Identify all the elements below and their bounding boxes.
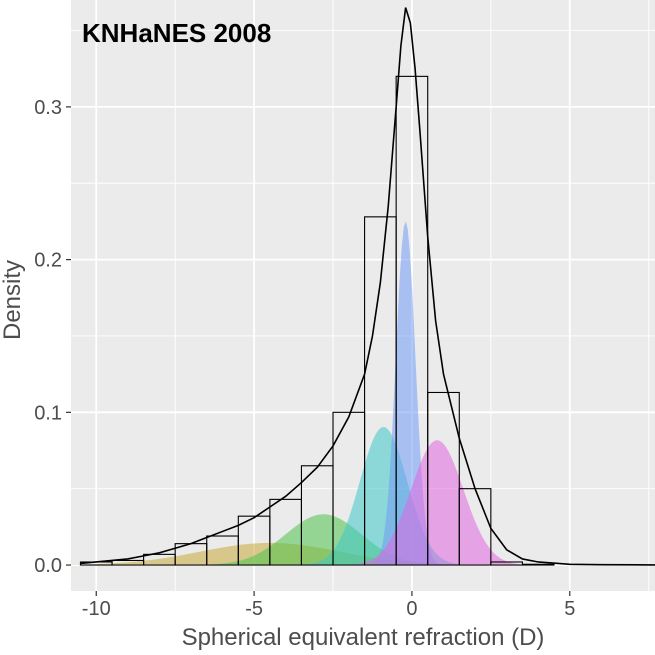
histogram-bar [427, 391, 460, 566]
y-tick-label: 0.2 [34, 250, 62, 272]
y-tick-label: 0.3 [34, 97, 62, 119]
mixture-component-area [71, 542, 655, 566]
y-axis-label: Density [0, 260, 26, 340]
mixture-components [71, 221, 655, 566]
y-tick-label: 0.1 [34, 402, 62, 424]
histogram [79, 75, 555, 566]
histogram-bar [521, 563, 555, 566]
mixture-component-area [71, 427, 655, 566]
histogram-bar [490, 561, 523, 566]
y-tick-label: 0.0 [34, 555, 62, 577]
x-tick-label: 5 [564, 598, 575, 620]
x-tick-label: -10 [82, 598, 111, 620]
x-axis-label: Spherical equivalent refraction (D) [182, 624, 545, 651]
x-tick-label: 0 [406, 598, 417, 620]
histogram-bar [395, 75, 429, 566]
chart-title: KNHaNES 2008 [82, 18, 271, 48]
x-tick-label: -5 [245, 598, 263, 620]
axis-ticks: -10 -5 0 5 0.0 0.1 0.2 0.3 [34, 97, 575, 620]
density-curve [80, 7, 655, 566]
